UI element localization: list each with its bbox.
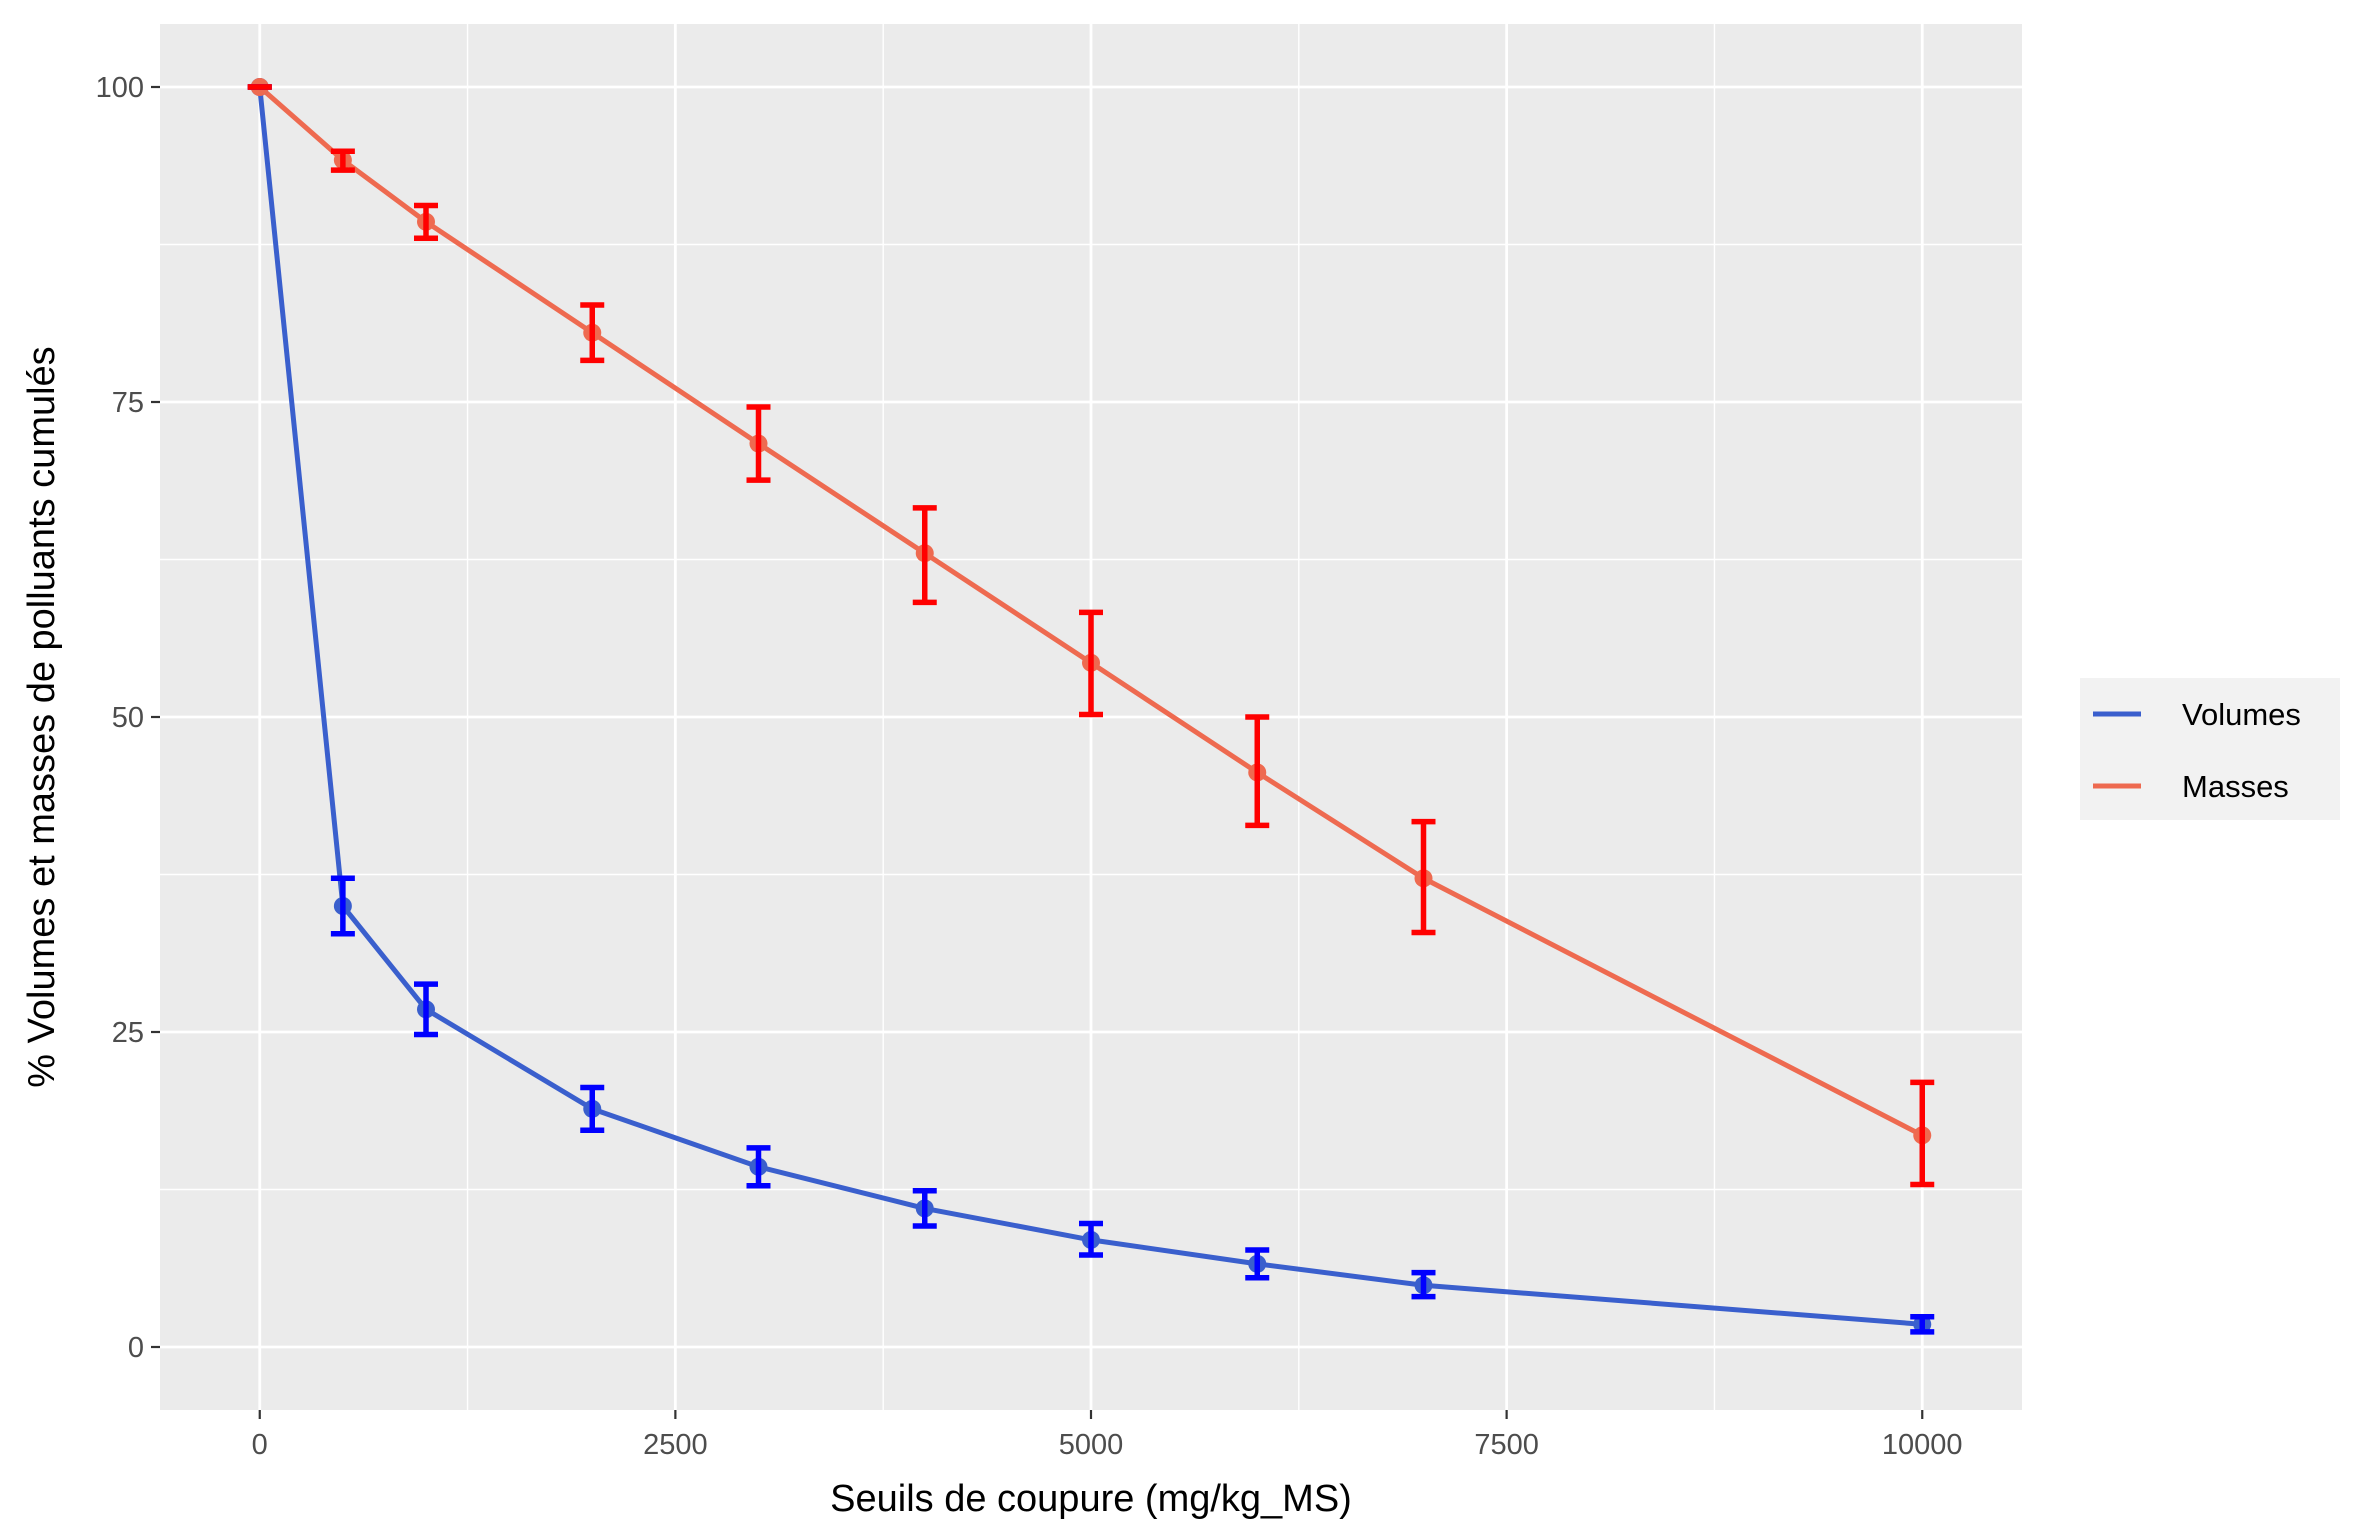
- error-bar-masses: [912, 505, 937, 606]
- error-bar-volumes: [746, 1145, 771, 1189]
- x-tick-label: 0: [252, 1429, 268, 1461]
- x-tick-label: 7500: [1474, 1429, 1539, 1461]
- legend-label-volumes: Volumes: [2182, 697, 2301, 732]
- error-bar-volumes: [330, 875, 355, 937]
- y-tick-label: 75: [112, 387, 144, 419]
- y-axis: 0 25 50 75 100: [96, 72, 160, 1364]
- error-bar-masses: [330, 148, 355, 173]
- error-bar-masses: [1411, 818, 1436, 936]
- x-tick-label: 2500: [643, 1429, 708, 1461]
- error-bar-volumes: [414, 981, 438, 1038]
- series-line-volumes: [257, 86, 1923, 1327]
- y-tick-label: 50: [112, 702, 144, 734]
- error-bar-masses: [580, 302, 605, 364]
- error-bar-masses: [1245, 714, 1270, 829]
- x-axis-title: Seuils de coupure (mg/kg_MS): [830, 1478, 1352, 1520]
- series-line-masses: [258, 85, 1924, 1138]
- x-tick-label: 10000: [1882, 1429, 1963, 1461]
- error-bar-volumes: [580, 1084, 605, 1134]
- error-bar-masses: [414, 202, 438, 241]
- y-tick-label: 0: [128, 1332, 144, 1364]
- error-bar-volumes: [912, 1188, 937, 1229]
- x-axis: 0 2500 5000 7500 10000: [252, 1410, 1963, 1461]
- series-errorbars: [247, 84, 1935, 1335]
- series-lines: [257, 85, 1924, 1327]
- legend: Volumes Masses: [2080, 678, 2340, 820]
- error-bar-volumes: [1910, 1314, 1935, 1335]
- x-tick-label: 5000: [1059, 1429, 1124, 1461]
- legend-label-masses: Masses: [2182, 769, 2289, 804]
- error-bar-masses: [746, 404, 771, 483]
- error-bar-volumes: [1245, 1247, 1270, 1281]
- error-bar-volumes: [1079, 1220, 1103, 1258]
- error-bar-volumes: [1411, 1269, 1436, 1300]
- y-tick-label: 100: [96, 72, 144, 104]
- y-tick-label: 25: [112, 1017, 144, 1049]
- error-bar-masses: [1910, 1079, 1935, 1188]
- error-bar-masses: [1079, 609, 1103, 718]
- y-axis-title: % Volumes et masses de polluants cumulés: [21, 346, 63, 1087]
